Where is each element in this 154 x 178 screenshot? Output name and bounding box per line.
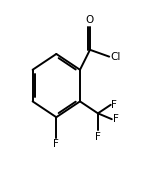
Text: F: F xyxy=(53,139,59,149)
Text: F: F xyxy=(111,100,117,110)
Text: O: O xyxy=(86,15,94,25)
Text: Cl: Cl xyxy=(110,52,120,62)
Text: F: F xyxy=(113,114,118,124)
Text: F: F xyxy=(95,132,101,142)
